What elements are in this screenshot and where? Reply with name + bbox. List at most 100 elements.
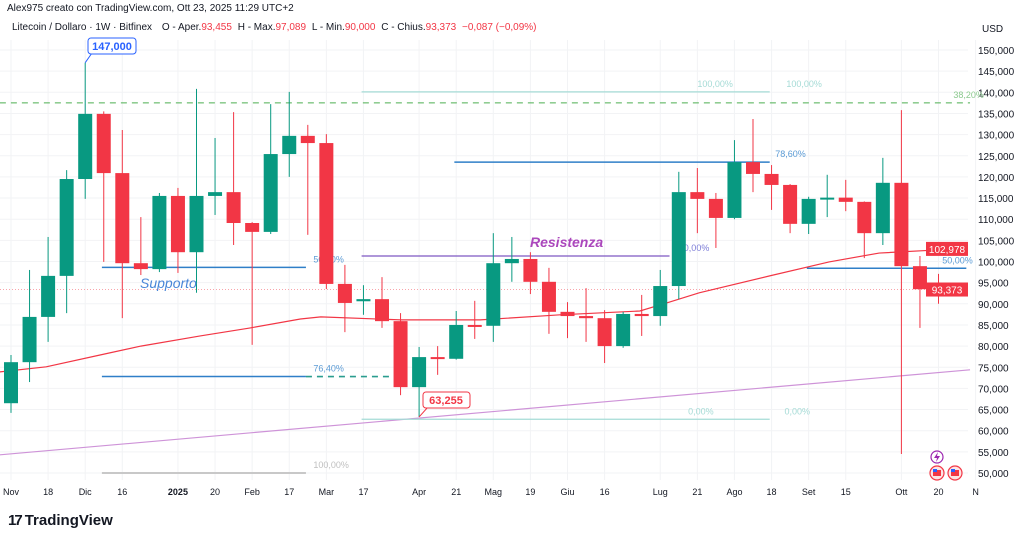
candle-body — [597, 318, 612, 347]
y-tick-label: 125,000 — [978, 152, 1015, 163]
us-flag-stripes-icon — [933, 470, 941, 476]
candle-body — [820, 197, 835, 200]
resistance-label: Resistenza — [530, 234, 603, 250]
level-label-fib-last-50: 50,00% — [942, 255, 973, 265]
x-tick-label: Ago — [726, 487, 742, 497]
low-label: L - Min. — [311, 22, 345, 33]
y-tick-label: 105,000 — [978, 236, 1015, 247]
candle-body — [59, 179, 74, 276]
candle-body — [727, 162, 742, 218]
candle-body — [319, 143, 334, 284]
candle-body — [449, 324, 464, 359]
x-tick-label: 18 — [767, 487, 777, 497]
y-tick-label: 150,000 — [978, 46, 1015, 57]
low-callout-text: 63,255 — [429, 395, 463, 407]
y-tick-label: 65,000 — [978, 406, 1009, 417]
price-badge — [926, 241, 968, 256]
candle-body — [504, 258, 519, 264]
candle-body — [653, 286, 668, 317]
x-tick-label: 16 — [117, 487, 127, 497]
candle-body — [22, 316, 37, 363]
candle-body — [857, 201, 872, 234]
y-axis-unit: USD — [982, 24, 1003, 35]
candle-body — [412, 357, 427, 388]
candle-body — [616, 313, 631, 347]
y-tick-label: 120,000 — [978, 173, 1015, 184]
candle-body — [393, 321, 408, 388]
y-tick-label: 130,000 — [978, 131, 1015, 142]
level-label-fib-right-0: 0,00% — [785, 406, 811, 416]
open-label: O - Aper. — [161, 22, 202, 33]
level-label-fib-right-100: 100,00% — [697, 79, 733, 89]
candle-body — [41, 275, 56, 317]
x-tick-label: 21 — [692, 487, 702, 497]
candle-body — [486, 263, 501, 326]
lightning-glyph-icon — [934, 452, 940, 462]
candle-body — [579, 316, 594, 319]
x-tick-label: N — [972, 487, 979, 497]
x-tick-label: Dic — [79, 487, 92, 497]
x-tick-label: Set — [802, 487, 816, 497]
candle-body — [875, 182, 890, 234]
y-tick-label: 140,000 — [978, 88, 1015, 99]
candle-body — [541, 281, 556, 312]
candle-body — [282, 135, 297, 155]
x-tick-label: Mag — [485, 487, 503, 497]
y-tick-label: 75,000 — [978, 363, 1009, 374]
y-tick-label: 135,000 — [978, 109, 1015, 120]
candle-body — [894, 182, 909, 267]
candle-body — [4, 362, 18, 404]
candle-body — [337, 283, 352, 303]
y-tick-label: 70,000 — [978, 384, 1009, 395]
candle-body — [263, 154, 278, 232]
candle-body — [152, 195, 167, 270]
x-tick-label: 2025 — [168, 487, 188, 497]
candle-body — [708, 198, 723, 218]
x-tick-label: 19 — [525, 487, 535, 497]
candle-body — [746, 162, 760, 174]
x-tick-label: Feb — [244, 487, 260, 497]
x-tick-label: Apr — [412, 487, 426, 497]
moving-average-line — [0, 248, 967, 373]
candle-body — [467, 324, 482, 327]
candle-body — [523, 258, 538, 282]
symbol-name[interactable]: Litecoin / Dollaro · 1W · Bitfinex — [12, 22, 153, 33]
x-tick-label: 16 — [600, 487, 610, 497]
low-callout-pointer — [418, 406, 429, 418]
level-label-fib-right-100: 100,00% — [786, 79, 822, 89]
y-tick-label: 60,000 — [978, 427, 1009, 438]
level-label-fib-right-78-6: 78,60% — [775, 149, 806, 159]
candle-body — [560, 311, 575, 317]
level-label-fib-left-76-4: 76,40% — [313, 364, 344, 374]
level-label-fib-right-0: 0,00% — [688, 406, 714, 416]
price-badge-label: 102,978 — [929, 245, 966, 256]
x-tick-label: 18 — [43, 487, 53, 497]
y-tick-label: 50,000 — [978, 469, 1009, 480]
tradingview-logo-icon: 17 — [8, 512, 23, 529]
x-tick-label: 17 — [358, 487, 368, 497]
candle-body — [764, 173, 779, 185]
x-tick-label: 20 — [210, 487, 220, 497]
x-tick-label: 20 — [933, 487, 943, 497]
level-label-fib-38-2: 38,20% — [953, 90, 984, 100]
level-label-fib-left-100: 100,00% — [313, 460, 349, 470]
x-tick-label: Nov — [3, 487, 20, 497]
candle-body — [78, 113, 93, 180]
us-flag-canton-icon — [951, 469, 955, 472]
trendline — [0, 369, 971, 456]
y-tick-label: 145,000 — [978, 67, 1015, 78]
support-label: Supporto — [140, 275, 197, 291]
y-tick-label: 80,000 — [978, 342, 1009, 353]
tradingview-logo[interactable]: 17 TradingView — [8, 512, 113, 529]
candle-body — [634, 313, 649, 317]
low-value: 90,000 — [344, 22, 376, 33]
symbol-legend: Litecoin / Dollaro · 1W · Bitfinex O - A… — [12, 22, 540, 33]
candle-body — [189, 195, 204, 253]
high-label: H - Max. — [237, 22, 276, 33]
price-badge-label: 93,373 — [932, 286, 963, 297]
x-tick-label: Giu — [560, 487, 574, 497]
low-callout-box — [422, 391, 471, 409]
candle-body — [300, 135, 315, 144]
y-tick-label: 110,000 — [978, 215, 1014, 226]
